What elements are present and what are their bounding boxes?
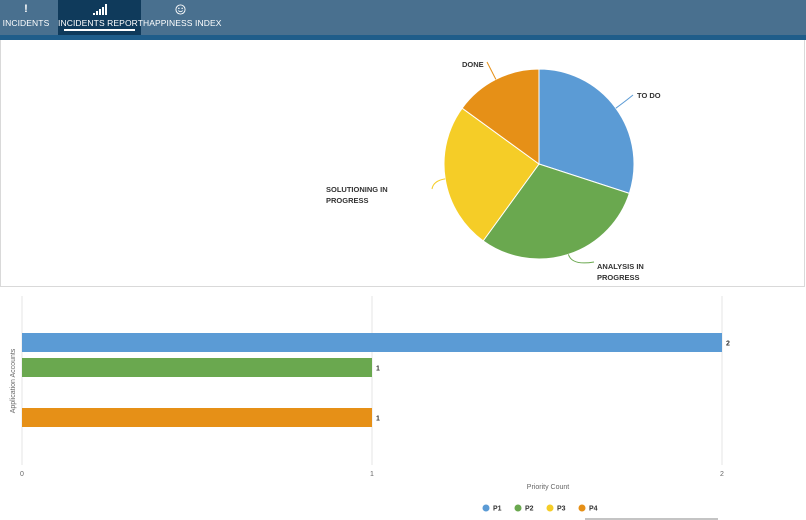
tab-incidents-report[interactable]: INCIDENTS REPORT — [58, 0, 144, 35]
x-tick-label: 1 — [370, 471, 374, 478]
pie-slice-solutioning-in-progress[interactable] — [443, 107, 540, 242]
legend-marker-p4[interactable] — [578, 504, 586, 512]
bar-p2[interactable] — [22, 358, 372, 377]
x-tick-label: 0 — [20, 471, 24, 478]
legend-marker-p3[interactable] — [546, 504, 554, 512]
status-pie-panel — [0, 40, 805, 287]
tab-incidents-label: INCIDENTS — [2, 18, 50, 28]
exclamation-icon: ! — [24, 3, 28, 15]
smiley-icon — [143, 3, 217, 15]
pie-slice-analysis-in-progress[interactable] — [482, 163, 630, 260]
bar-p1[interactable] — [22, 333, 722, 352]
pie-connector-solutioning-in-progress — [431, 178, 446, 190]
bar-value-label-p2: 1 — [376, 366, 380, 373]
active-tab-underline — [64, 29, 135, 31]
tab-incidents[interactable]: ! INCIDENTS — [0, 0, 52, 35]
pie-connector-analysis-in-progress — [567, 254, 595, 264]
legend-label-p4[interactable]: P4 — [589, 506, 598, 513]
bar-value-label-p4: 1 — [376, 416, 380, 423]
tab-incidents-report-label: INCIDENTS REPORT — [58, 18, 144, 28]
pie-connector-done — [486, 61, 497, 80]
pie-label-analysis-in-progress: ANALYSIS IN PROGRESS — [597, 262, 644, 282]
pie-connector-to-do — [615, 94, 634, 109]
status-pie-chart: TO DO ANALYSIS IN PROGRESS SOLUTIONING IN PR… — [326, 60, 661, 282]
pie-label-to-do: TO DO — [637, 91, 661, 100]
x-axis-title: Priority Count — [527, 484, 569, 491]
x-tick-label: 2 — [720, 471, 724, 478]
legend-marker-p2[interactable] — [514, 504, 522, 512]
signal-bars-icon — [58, 3, 141, 15]
tab-happiness-index-label: HAPPINESS INDEX — [143, 18, 222, 28]
top-nav-accent — [0, 35, 806, 40]
tab-happiness-index[interactable]: HAPPINESS INDEX — [143, 0, 222, 35]
legend-marker-p1[interactable] — [482, 504, 490, 512]
pie-label-done: DONE — [462, 60, 484, 69]
y-axis-title: Application Accounts — [10, 348, 17, 413]
pie-slice-to-do[interactable] — [538, 68, 635, 194]
legend-label-p3[interactable]: P3 — [557, 506, 566, 513]
pie-label-solutioning-in-progress: SOLUTIONING IN PROGRESS — [326, 185, 388, 205]
legend-label-p1[interactable]: P1 — [493, 506, 502, 513]
legend-label-p2[interactable]: P2 — [525, 506, 534, 513]
bar-p4[interactable] — [22, 408, 372, 427]
bar-value-label-p1: 2 — [726, 341, 730, 348]
